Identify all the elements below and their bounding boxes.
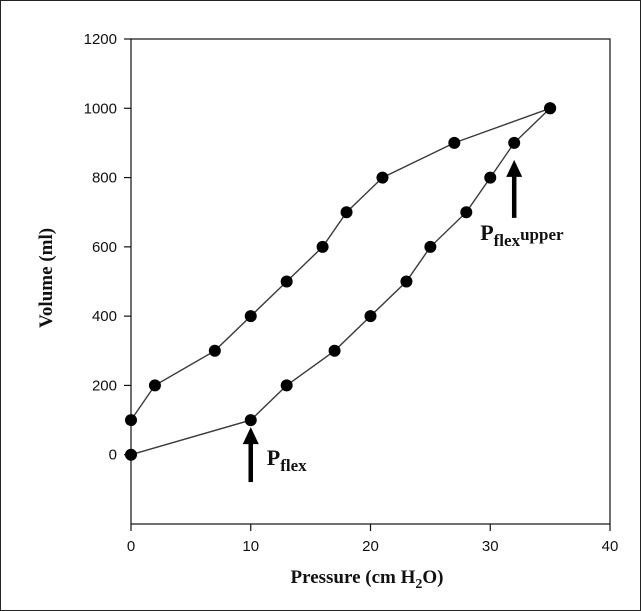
x-tick-label: 30: [482, 538, 499, 555]
series-2-point: [341, 206, 353, 218]
y-tick-label: 1200: [84, 31, 117, 48]
x-tick-label: 10: [242, 538, 259, 555]
x-tick-label: 0: [127, 538, 135, 555]
y-tick-label: 400: [92, 308, 117, 325]
series-1-point: [281, 379, 293, 391]
series-2-point: [125, 414, 137, 426]
pflexupper-label-suffix: upper: [520, 225, 564, 244]
plot-frame: [131, 39, 610, 524]
series-1-point: [460, 206, 472, 218]
series-1-point: [400, 276, 412, 288]
series-2-point: [209, 345, 221, 357]
series-1-point: [424, 241, 436, 253]
pflexupper-label-subscript: flex: [494, 231, 521, 250]
series-2-line: [131, 108, 550, 420]
y-tick-label: 1000: [84, 100, 117, 117]
x-axis-title-end: O): [422, 567, 443, 588]
pflex-label-subscript: flex: [280, 456, 307, 475]
pflex-arrow-head: [243, 427, 259, 444]
series-1-point: [245, 414, 257, 426]
series-2-point: [317, 241, 329, 253]
x-axis-title-main: Pressure (cm H: [291, 567, 416, 588]
series-layer: [125, 102, 556, 460]
series-1-point: [125, 449, 137, 461]
y-tick-label: 800: [92, 170, 117, 187]
series-2-point: [149, 379, 161, 391]
x-tick-label: 40: [602, 538, 619, 555]
pflexupper-label: Pflexupper: [480, 220, 564, 250]
series-1-point: [329, 345, 341, 357]
series-2-point: [544, 102, 556, 114]
pflex-label-main: P: [267, 445, 280, 470]
series-1-point: [484, 172, 496, 184]
series-1-line: [131, 108, 550, 454]
pflexupper-arrow-head: [506, 160, 522, 177]
x-tick-label: 20: [362, 538, 379, 555]
y-tick-label: 200: [92, 377, 117, 394]
series-1-point: [365, 310, 377, 322]
y-axis-title: Volume (ml): [36, 228, 57, 328]
x-axis-title-subscript: 2: [415, 577, 422, 592]
series-2-point: [245, 310, 257, 322]
series-2-point: [281, 276, 293, 288]
series-2-point: [448, 137, 460, 149]
pflex-label: Pflex: [267, 445, 307, 475]
x-axis-title: Pressure (cm H2O): [291, 567, 444, 592]
pflexupper-label-main: P: [480, 220, 493, 245]
y-tick-label: 600: [92, 239, 117, 256]
series-1-point: [508, 137, 520, 149]
series-2-point: [376, 172, 388, 184]
y-tick-label: 0: [109, 447, 117, 464]
